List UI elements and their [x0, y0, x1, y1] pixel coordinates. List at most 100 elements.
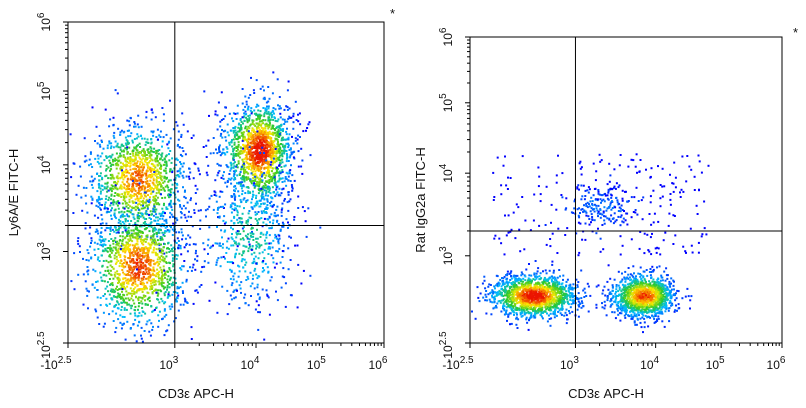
event-dot	[283, 165, 286, 168]
event-dot	[127, 203, 130, 206]
event-dot	[245, 138, 248, 141]
event-dot	[254, 172, 257, 175]
event-dot	[136, 197, 139, 200]
event-dot	[258, 124, 261, 126]
event-dot	[136, 182, 139, 185]
event-dot	[129, 193, 132, 196]
event-dot	[126, 188, 129, 191]
event-dot	[149, 236, 152, 239]
event-dot	[123, 247, 126, 250]
event-dot	[265, 189, 268, 192]
event-dot	[127, 156, 130, 159]
event-dot	[182, 292, 184, 294]
event-dot	[136, 192, 139, 194]
event-dot	[564, 297, 567, 300]
event-dot	[152, 230, 155, 233]
event-dot	[175, 121, 178, 124]
event-dot	[272, 239, 275, 242]
event-dot	[110, 194, 113, 197]
event-dot	[517, 294, 520, 297]
event-dot	[254, 267, 257, 270]
event-dot	[138, 200, 141, 203]
event-dot	[142, 240, 145, 243]
event-dot	[253, 257, 256, 260]
event-dot	[123, 150, 125, 153]
event-dot	[278, 126, 280, 129]
event-dot	[580, 297, 583, 300]
event-dot	[116, 277, 119, 280]
event-dot	[156, 294, 159, 297]
event-dot	[160, 188, 163, 191]
event-dot	[230, 167, 233, 170]
event-dot	[261, 186, 264, 189]
event-dot	[235, 288, 238, 291]
event-dot	[102, 325, 105, 328]
event-dot	[253, 174, 256, 177]
event-dot	[174, 277, 177, 280]
event-dot	[143, 188, 146, 191]
event-dot	[278, 150, 280, 153]
event-dot	[181, 165, 184, 168]
event-dot	[140, 249, 143, 252]
event-dot	[109, 248, 112, 251]
event-dot	[108, 211, 111, 213]
event-dot	[239, 220, 241, 223]
event-dot	[134, 221, 137, 224]
event-dot	[249, 232, 252, 235]
event-dot	[246, 199, 249, 202]
event-dot	[158, 189, 161, 192]
event-dot	[126, 190, 129, 193]
event-dot	[167, 291, 170, 294]
event-dot	[121, 249, 124, 252]
event-dot	[258, 199, 261, 202]
event-dot	[142, 207, 145, 210]
event-dot	[142, 148, 145, 151]
event-dot	[119, 226, 122, 229]
event-dot	[254, 170, 257, 173]
event-dot	[263, 257, 266, 260]
event-dot	[150, 282, 152, 285]
event-dot	[136, 227, 139, 230]
event-dot	[284, 164, 287, 167]
event-dot	[161, 107, 164, 109]
event-dot	[233, 194, 236, 197]
event-dot	[142, 157, 145, 160]
event-dot	[179, 244, 182, 247]
event-dot	[159, 236, 162, 238]
event-dot	[259, 87, 262, 90]
event-dot	[544, 282, 547, 285]
event-dot	[169, 150, 172, 152]
event-dot	[156, 268, 159, 271]
event-dot	[290, 236, 292, 239]
event-dot	[131, 233, 134, 236]
event-dot	[264, 152, 267, 155]
event-dot	[282, 128, 285, 131]
event-dot	[232, 158, 235, 161]
event-dot	[136, 170, 139, 173]
event-dot	[245, 160, 248, 163]
event-dot	[154, 184, 157, 187]
event-dot	[188, 243, 191, 246]
event-dot	[259, 141, 262, 144]
event-dot	[212, 137, 215, 139]
event-dot	[125, 174, 128, 177]
event-dot	[251, 166, 254, 169]
event-dot	[147, 269, 150, 272]
event-dot	[114, 215, 117, 218]
event-dot	[115, 202, 118, 205]
event-dot	[287, 117, 290, 120]
event-dot	[153, 208, 156, 211]
event-dot	[108, 293, 111, 296]
event-dot	[269, 143, 272, 146]
event-dot	[133, 217, 136, 220]
event-dot	[262, 233, 265, 236]
event-dot	[103, 280, 106, 283]
event-dot	[123, 308, 126, 311]
event-dot	[172, 202, 175, 205]
event-dot	[140, 234, 143, 237]
event-dot	[159, 130, 162, 133]
event-dot	[141, 239, 144, 242]
event-dot	[293, 150, 296, 153]
event-dot	[297, 134, 300, 137]
event-dot	[250, 158, 253, 161]
